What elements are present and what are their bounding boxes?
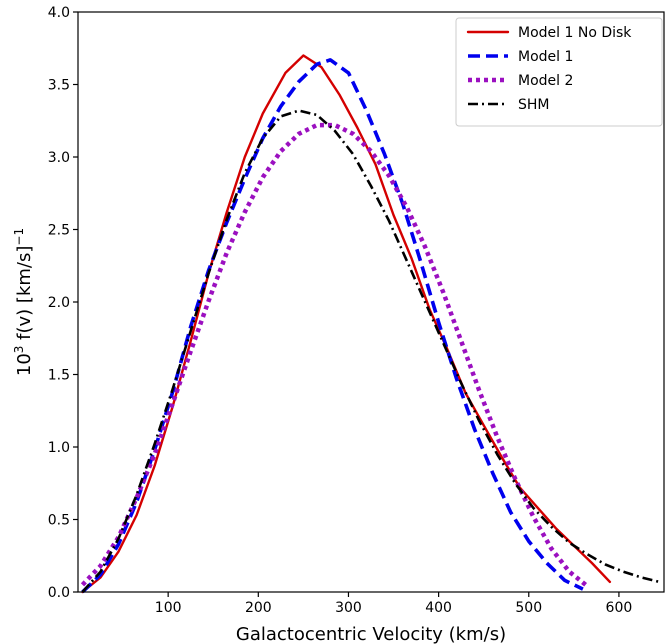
x-tick-label: 400 (425, 600, 452, 616)
y-tick-label: 3.0 (48, 150, 70, 166)
y-tick-label: 1.0 (48, 440, 70, 456)
legend-box (455, 17, 663, 127)
series-line-1 (81, 54, 612, 594)
tick-layer: 100 200 300 400 500 600 0.0 0.5 1.0 1.5 2.0 2.5 3.0 3… (48, 5, 633, 616)
y-tick-label: 2.5 (48, 223, 70, 239)
y-tick-label: 0.5 (48, 513, 70, 529)
x-tick-label: 500 (515, 600, 542, 616)
legend-label-3: Model 2 (518, 73, 573, 89)
y-tick-label: 2.0 (48, 295, 70, 311)
series-line-4 (81, 109, 660, 593)
series-line-2 (81, 58, 584, 594)
x-tick-label: 300 (335, 600, 362, 616)
legend-label-1: Model 1 No Disk (518, 25, 632, 41)
x-axis-label: Galactocentric Velocity (km/s) (236, 624, 506, 644)
x-tick-label: 200 (245, 600, 272, 616)
y-tick-label: 4.0 (48, 5, 70, 21)
y-axis-label-exponent: 3 (12, 346, 26, 354)
legend-label-4: SHM (518, 97, 550, 113)
y-tick-label: 1.5 (48, 368, 70, 384)
series-line-3 (80, 122, 589, 588)
x-tick-label: 100 (155, 600, 182, 616)
y-axis-label-exponent-2: −1 (12, 228, 26, 246)
series-layer (80, 54, 660, 594)
y-tick-label: 0.0 (48, 585, 70, 601)
y-axis-label: 103 f(v) [km/s]−1 (12, 228, 35, 376)
y-tick-label: 3.5 (48, 78, 70, 94)
legend-label-2: Model 1 (518, 49, 573, 65)
legend: Model 1 No Disk Model 1 Model 2 SHM (455, 17, 663, 127)
y-axis-label-base: 10 (14, 353, 35, 376)
y-axis-label-text: f(v) [km/s] (14, 246, 35, 346)
x-tick-label: 600 (606, 600, 633, 616)
